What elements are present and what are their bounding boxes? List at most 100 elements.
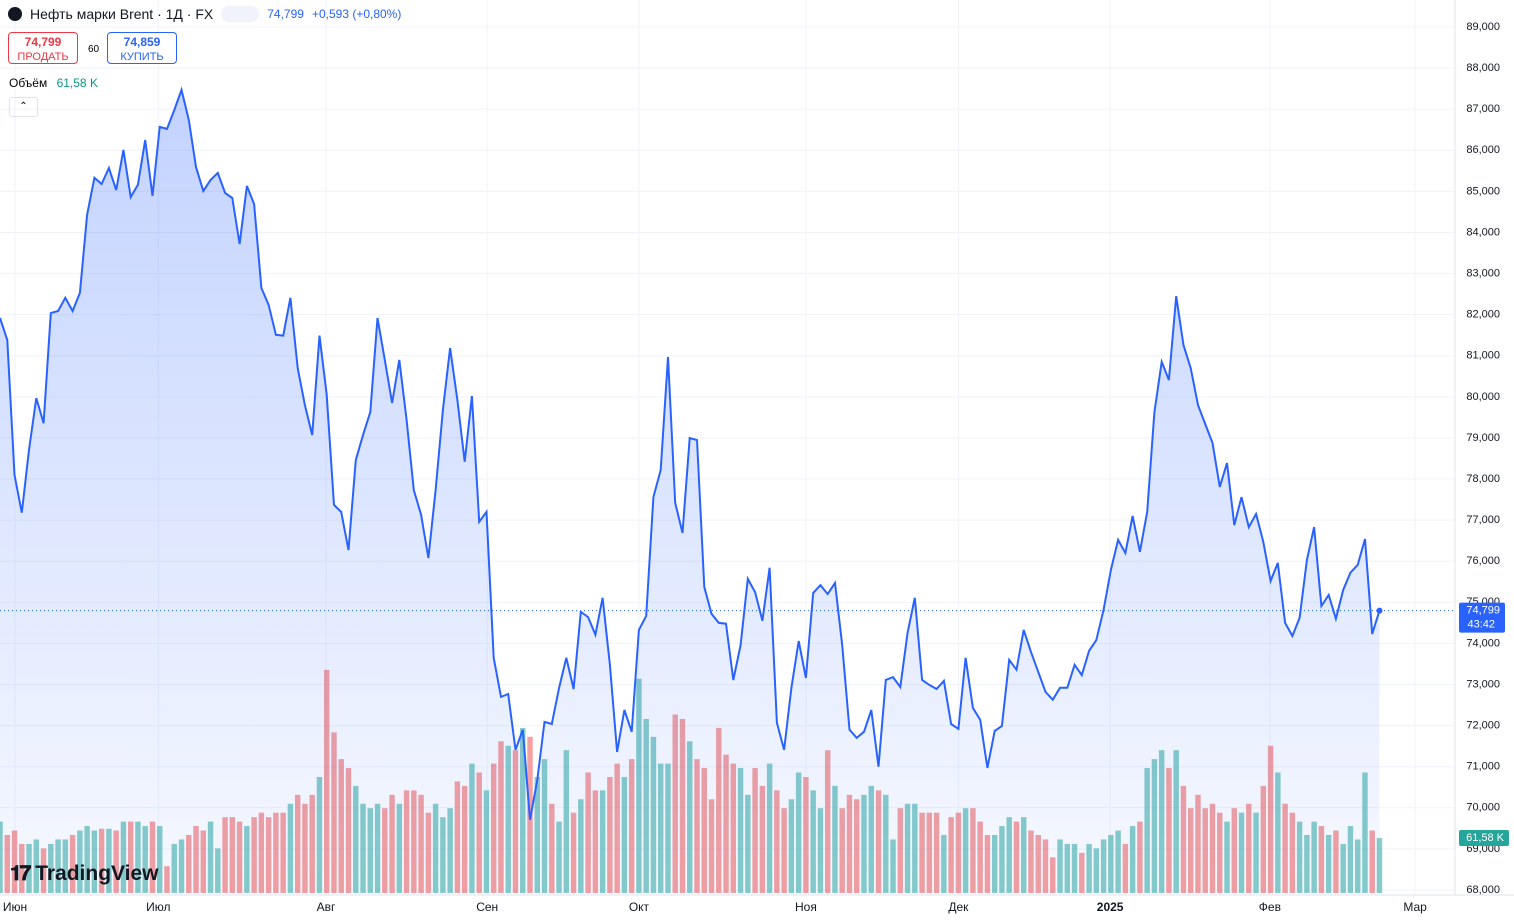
volume-bar — [1093, 848, 1100, 893]
volume-bar — [265, 817, 272, 893]
volume-bar — [904, 803, 911, 893]
volume-bar — [1122, 843, 1129, 893]
volume-bar — [309, 794, 315, 893]
countdown: 43:42 — [1467, 618, 1495, 630]
y-tick-label: 75,000 — [1466, 596, 1500, 608]
y-tick-label: 85,000 — [1466, 185, 1500, 197]
x-tick-label: Сен — [476, 900, 498, 914]
volume-bar — [302, 803, 308, 893]
volume-bar — [687, 741, 693, 893]
volume-bar — [926, 812, 933, 893]
symbol-title[interactable]: Нефть марки Brent · 1Д · FX — [30, 6, 214, 22]
volume-bar — [824, 750, 831, 893]
volume-bar — [1304, 834, 1310, 893]
volume-bar — [984, 834, 991, 893]
volume-bar — [1129, 826, 1136, 893]
volume-bar — [585, 772, 591, 893]
volume-bar — [1064, 843, 1071, 893]
volume-bar — [803, 776, 809, 893]
volume-bar — [861, 794, 867, 893]
volume-bar — [353, 785, 359, 893]
price-area — [0, 89, 1380, 893]
volume-bar — [846, 794, 853, 893]
volume-bar — [795, 772, 802, 893]
volume-bar — [1187, 808, 1194, 893]
last-price: 74,799 — [267, 7, 304, 21]
volume-bar — [556, 821, 562, 893]
volume-bar — [1042, 839, 1049, 893]
volume-bar — [1209, 803, 1216, 893]
buy-price: 74,859 — [123, 35, 161, 49]
volume-bar — [854, 799, 860, 893]
volume-bar — [745, 794, 751, 893]
volume-bar — [454, 781, 461, 893]
volume-bar — [1108, 834, 1114, 893]
volume-bar — [636, 678, 642, 893]
volume-value: 61,58 K — [56, 76, 98, 90]
volume-bar — [1100, 839, 1107, 893]
volume-bar — [360, 803, 366, 893]
volume-bar — [193, 826, 199, 893]
volume-bar — [461, 785, 468, 893]
volume-bar — [186, 834, 192, 893]
volume-bar — [418, 794, 424, 893]
volume-bar — [679, 718, 686, 893]
volume-bar — [171, 843, 177, 893]
volume-title: Объём — [9, 76, 48, 90]
volume-bar — [890, 839, 896, 893]
volume-bar — [694, 759, 700, 893]
volume-bar — [382, 808, 388, 893]
volume-bar — [607, 776, 613, 893]
volume-bar — [1224, 821, 1230, 893]
volume-bar — [374, 803, 381, 893]
x-tick-label: Ноя — [795, 900, 817, 914]
volume-bar — [0, 821, 3, 893]
volume-bar — [520, 727, 526, 893]
volume-bar — [469, 763, 475, 893]
x-tick-label: Дек — [948, 900, 969, 914]
volume-bar — [229, 817, 236, 893]
y-tick-label: 70,000 — [1466, 802, 1500, 814]
volume-bar — [1071, 843, 1078, 893]
volume-bar — [432, 803, 439, 893]
sell-price: 74,799 — [24, 35, 62, 49]
volume-bar — [1231, 808, 1238, 893]
volume-bar — [868, 785, 874, 893]
volume-bar — [1035, 834, 1041, 893]
y-tick-label: 69,000 — [1466, 843, 1500, 855]
volume-bar — [294, 794, 301, 893]
volume-bar — [490, 763, 497, 893]
volume-bar — [549, 803, 555, 893]
volume-bar — [1238, 812, 1245, 893]
volume-bar — [273, 812, 279, 893]
volume-bar — [578, 799, 584, 893]
volume-bar — [955, 812, 962, 893]
logo-text: TradingView — [35, 862, 159, 885]
volume-bar — [933, 812, 940, 893]
volume-bar — [338, 759, 344, 893]
volume-bar — [1318, 826, 1325, 893]
volume-bar — [672, 714, 678, 893]
volume-bar — [1151, 759, 1158, 893]
volume-bar — [810, 790, 816, 893]
volume-bar — [1325, 834, 1332, 893]
price-line — [0, 86, 1381, 820]
volume-bar — [440, 817, 446, 893]
volume-bar — [1166, 768, 1172, 893]
volume-bar — [897, 808, 904, 893]
volume-tag — [1459, 830, 1509, 847]
volume-bar — [534, 776, 540, 893]
volume-bar — [774, 790, 780, 893]
volume-bar — [1079, 852, 1085, 893]
volume-bar — [1267, 745, 1274, 893]
volume-bar — [1296, 821, 1303, 893]
sell-button[interactable]: 74,799 ПРОДАТЬ — [8, 32, 78, 64]
volume-bar — [483, 790, 490, 893]
volume-bar — [599, 790, 606, 893]
price-tag-label: 74,799 — [1466, 604, 1500, 616]
volume-bar — [1289, 812, 1296, 893]
volume-bar — [1354, 839, 1361, 893]
collapse-button[interactable]: ⌃ — [9, 97, 38, 117]
buy-button[interactable]: 74,859 КУПИТЬ — [107, 32, 177, 64]
